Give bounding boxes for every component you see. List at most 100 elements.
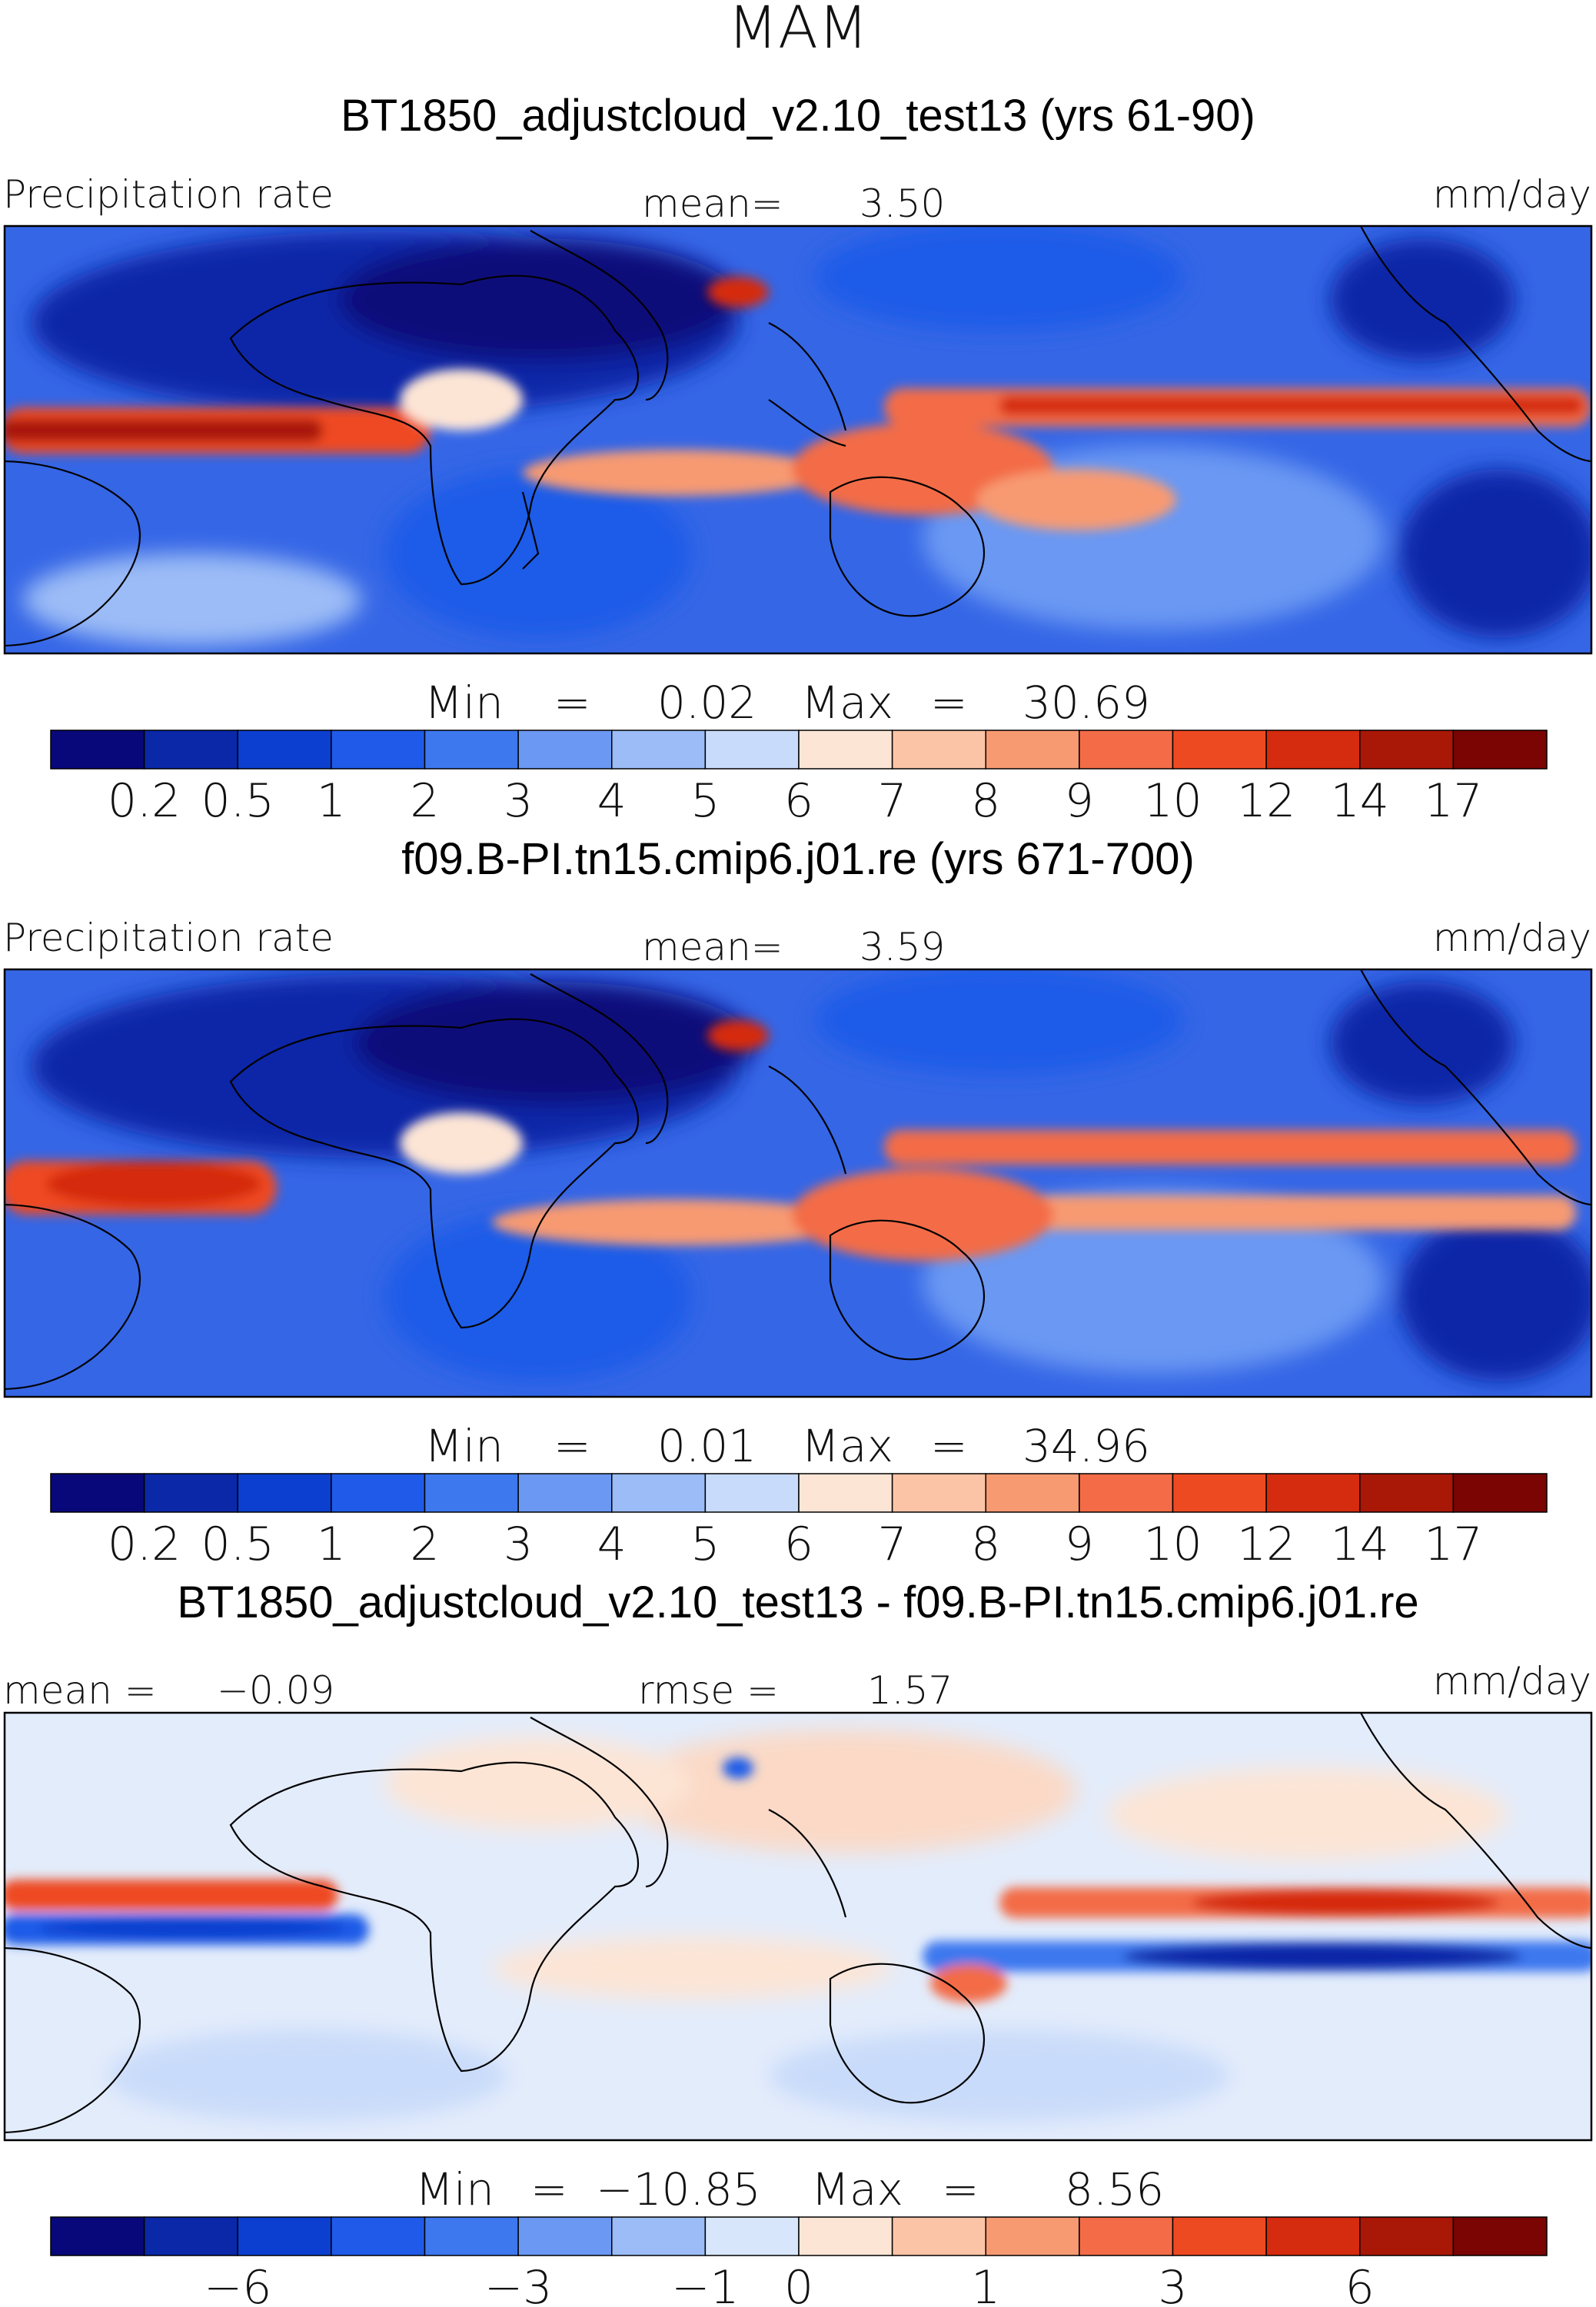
panel-2-max-eq: = bbox=[930, 1420, 968, 1472]
colorbar-tick-label: 6 bbox=[784, 1518, 813, 1571]
panel-3-frame bbox=[3, 1711, 1593, 2142]
panel-1-min-label: Min bbox=[424, 676, 504, 729]
colorbar-swatch bbox=[985, 2216, 1080, 2256]
panel-2-map bbox=[5, 969, 1591, 1397]
panel-3-rmse-value: 1.57 bbox=[867, 1668, 953, 1713]
panel-1-frame bbox=[3, 224, 1593, 655]
panel-1-min-eq: = bbox=[554, 676, 591, 729]
panel-2-min-eq: = bbox=[554, 1420, 591, 1472]
colorbar-tick-label: 12 bbox=[1237, 1518, 1295, 1571]
colorbar-swatch bbox=[1265, 2216, 1361, 2256]
colorbar-swatch bbox=[424, 2216, 519, 2256]
colorbar-swatch bbox=[424, 1473, 519, 1513]
panel-2-units: mm/day bbox=[1433, 916, 1591, 960]
colorbar-swatch bbox=[1265, 730, 1361, 770]
colorbar-swatch bbox=[704, 1473, 800, 1513]
colorbar-tick-label: 2 bbox=[410, 1518, 439, 1571]
panel-3-min-label: Min bbox=[415, 2163, 494, 2216]
colorbar-tick-label: −3 bbox=[484, 2261, 552, 2307]
panel-1-colorbar: 0.2 0.5 1 2 3 4 5 6 7 8 9 10 12 14 17 bbox=[50, 730, 1548, 828]
colorbar-tick-label: 17 bbox=[1424, 774, 1482, 828]
panel-2: f09.B-PI.tn15.cmip6.j01.re (yrs 671-700)… bbox=[3, 834, 1593, 1571]
panel-3-min-eq: = bbox=[530, 2163, 568, 2216]
panel-1-mean-label: mean= bbox=[642, 181, 783, 226]
colorbar-tick-label: 0.2 bbox=[108, 1518, 181, 1571]
colorbar-swatch bbox=[798, 730, 893, 770]
panel-1-max-eq: = bbox=[930, 676, 968, 729]
colorbar-swatch bbox=[1079, 1473, 1174, 1513]
colorbar-swatch bbox=[237, 2216, 332, 2256]
colorbar-swatch bbox=[143, 730, 238, 770]
panel-2-coastlines bbox=[5, 969, 1591, 1390]
panel-3-max-label: Max bbox=[811, 2163, 903, 2216]
colorbar-swatch bbox=[50, 730, 145, 770]
colorbar-swatch bbox=[1265, 1473, 1361, 1513]
panel-3-colorbar: −6 −3 −1 0 1 3 6 bbox=[50, 2216, 1548, 2307]
colorbar-tick-label: 5 bbox=[690, 774, 720, 828]
panel-1-max-label: Max bbox=[801, 676, 893, 729]
panel-3-rmse-label: rmse = bbox=[638, 1668, 779, 1713]
colorbar-tick-label: 7 bbox=[878, 774, 907, 828]
colorbar-swatch bbox=[985, 1473, 1080, 1513]
colorbar-swatch bbox=[891, 730, 986, 770]
panel-3-min-value: −10.85 bbox=[596, 2163, 761, 2216]
panel-3-units: mm/day bbox=[1433, 1659, 1591, 1704]
panel-1-title: BT1850_adjustcloud_v2.10_test13 (yrs 61-… bbox=[341, 91, 1255, 141]
panel-2-mean-label: mean= bbox=[642, 925, 783, 969]
colorbar-tick-label: 6 bbox=[784, 774, 813, 828]
colorbar-tick-label: −6 bbox=[204, 2261, 271, 2307]
panel-1-min-value: 0.02 bbox=[657, 676, 756, 729]
colorbar-swatch bbox=[1359, 730, 1455, 770]
colorbar-swatch bbox=[237, 730, 332, 770]
season-title: MAM bbox=[727, 0, 868, 61]
panel-2-mean-value: 3.59 bbox=[860, 925, 945, 969]
panel-2-max-label: Max bbox=[801, 1420, 893, 1472]
colorbar-swatch bbox=[50, 2216, 145, 2256]
panel-1-coastlines bbox=[5, 226, 1591, 647]
colorbar-swatch bbox=[891, 2216, 986, 2256]
colorbar-tick-label: 0.2 bbox=[108, 774, 181, 828]
colorbar-swatch bbox=[331, 2216, 426, 2256]
colorbar-swatch bbox=[704, 730, 800, 770]
colorbar-tick-label: 6 bbox=[1345, 2261, 1375, 2307]
colorbar-tick-label: 12 bbox=[1237, 774, 1295, 828]
colorbar-tick-label: 9 bbox=[1065, 774, 1094, 828]
colorbar-tick-label: 5 bbox=[690, 1518, 720, 1571]
colorbar-tick-label: 7 bbox=[878, 1518, 907, 1571]
colorbar-tick-label: 9 bbox=[1065, 1518, 1094, 1571]
colorbar-swatch bbox=[331, 730, 426, 770]
colorbar-tick-label: 1 bbox=[317, 774, 346, 828]
colorbar-swatch bbox=[891, 1473, 986, 1513]
panel-3-max-eq: = bbox=[942, 2163, 979, 2216]
colorbar-swatch bbox=[1172, 2216, 1267, 2256]
panel-3-map bbox=[5, 1713, 1591, 2140]
colorbar-tick-label: 1 bbox=[971, 2261, 1000, 2307]
colorbar-swatch bbox=[1172, 730, 1267, 770]
colorbar-swatch bbox=[517, 730, 613, 770]
colorbar-swatch bbox=[611, 730, 707, 770]
panel-2-min-value: 0.01 bbox=[657, 1420, 756, 1472]
colorbar-swatch bbox=[331, 1473, 426, 1513]
colorbar-tick-label: 17 bbox=[1424, 1518, 1482, 1571]
panel-1-map bbox=[5, 226, 1591, 653]
colorbar-swatch bbox=[704, 2216, 800, 2256]
colorbar-tick-label: 14 bbox=[1331, 1518, 1389, 1571]
panel-3-title: BT1850_adjustcloud_v2.10_test13 - f09.B-… bbox=[177, 1577, 1418, 1627]
panel-2-colorbar: 0.2 0.5 1 2 3 4 5 6 7 8 9 10 12 14 17 bbox=[50, 1473, 1548, 1571]
colorbar-swatch bbox=[143, 1473, 238, 1513]
panel-1-max-value: 30.69 bbox=[1022, 676, 1150, 729]
colorbar-tick-label: 8 bbox=[971, 774, 1000, 828]
panel-2-min-label: Min bbox=[424, 1420, 504, 1472]
panel-2-frame bbox=[3, 968, 1593, 1398]
colorbar-swatch bbox=[1452, 2216, 1548, 2256]
colorbar-swatch bbox=[237, 1473, 332, 1513]
colorbar-tick-label: 3 bbox=[1158, 2261, 1187, 2307]
colorbar-tick-label: 2 bbox=[410, 774, 439, 828]
colorbar-swatch bbox=[1172, 1473, 1267, 1513]
panel-1-mean-value: 3.50 bbox=[860, 181, 945, 226]
colorbar-swatch bbox=[798, 2216, 893, 2256]
colorbar-tick-label: 4 bbox=[597, 774, 627, 828]
colorbar-swatch bbox=[50, 1473, 145, 1513]
panel-1-variable-label: Precipitation rate bbox=[3, 172, 334, 217]
